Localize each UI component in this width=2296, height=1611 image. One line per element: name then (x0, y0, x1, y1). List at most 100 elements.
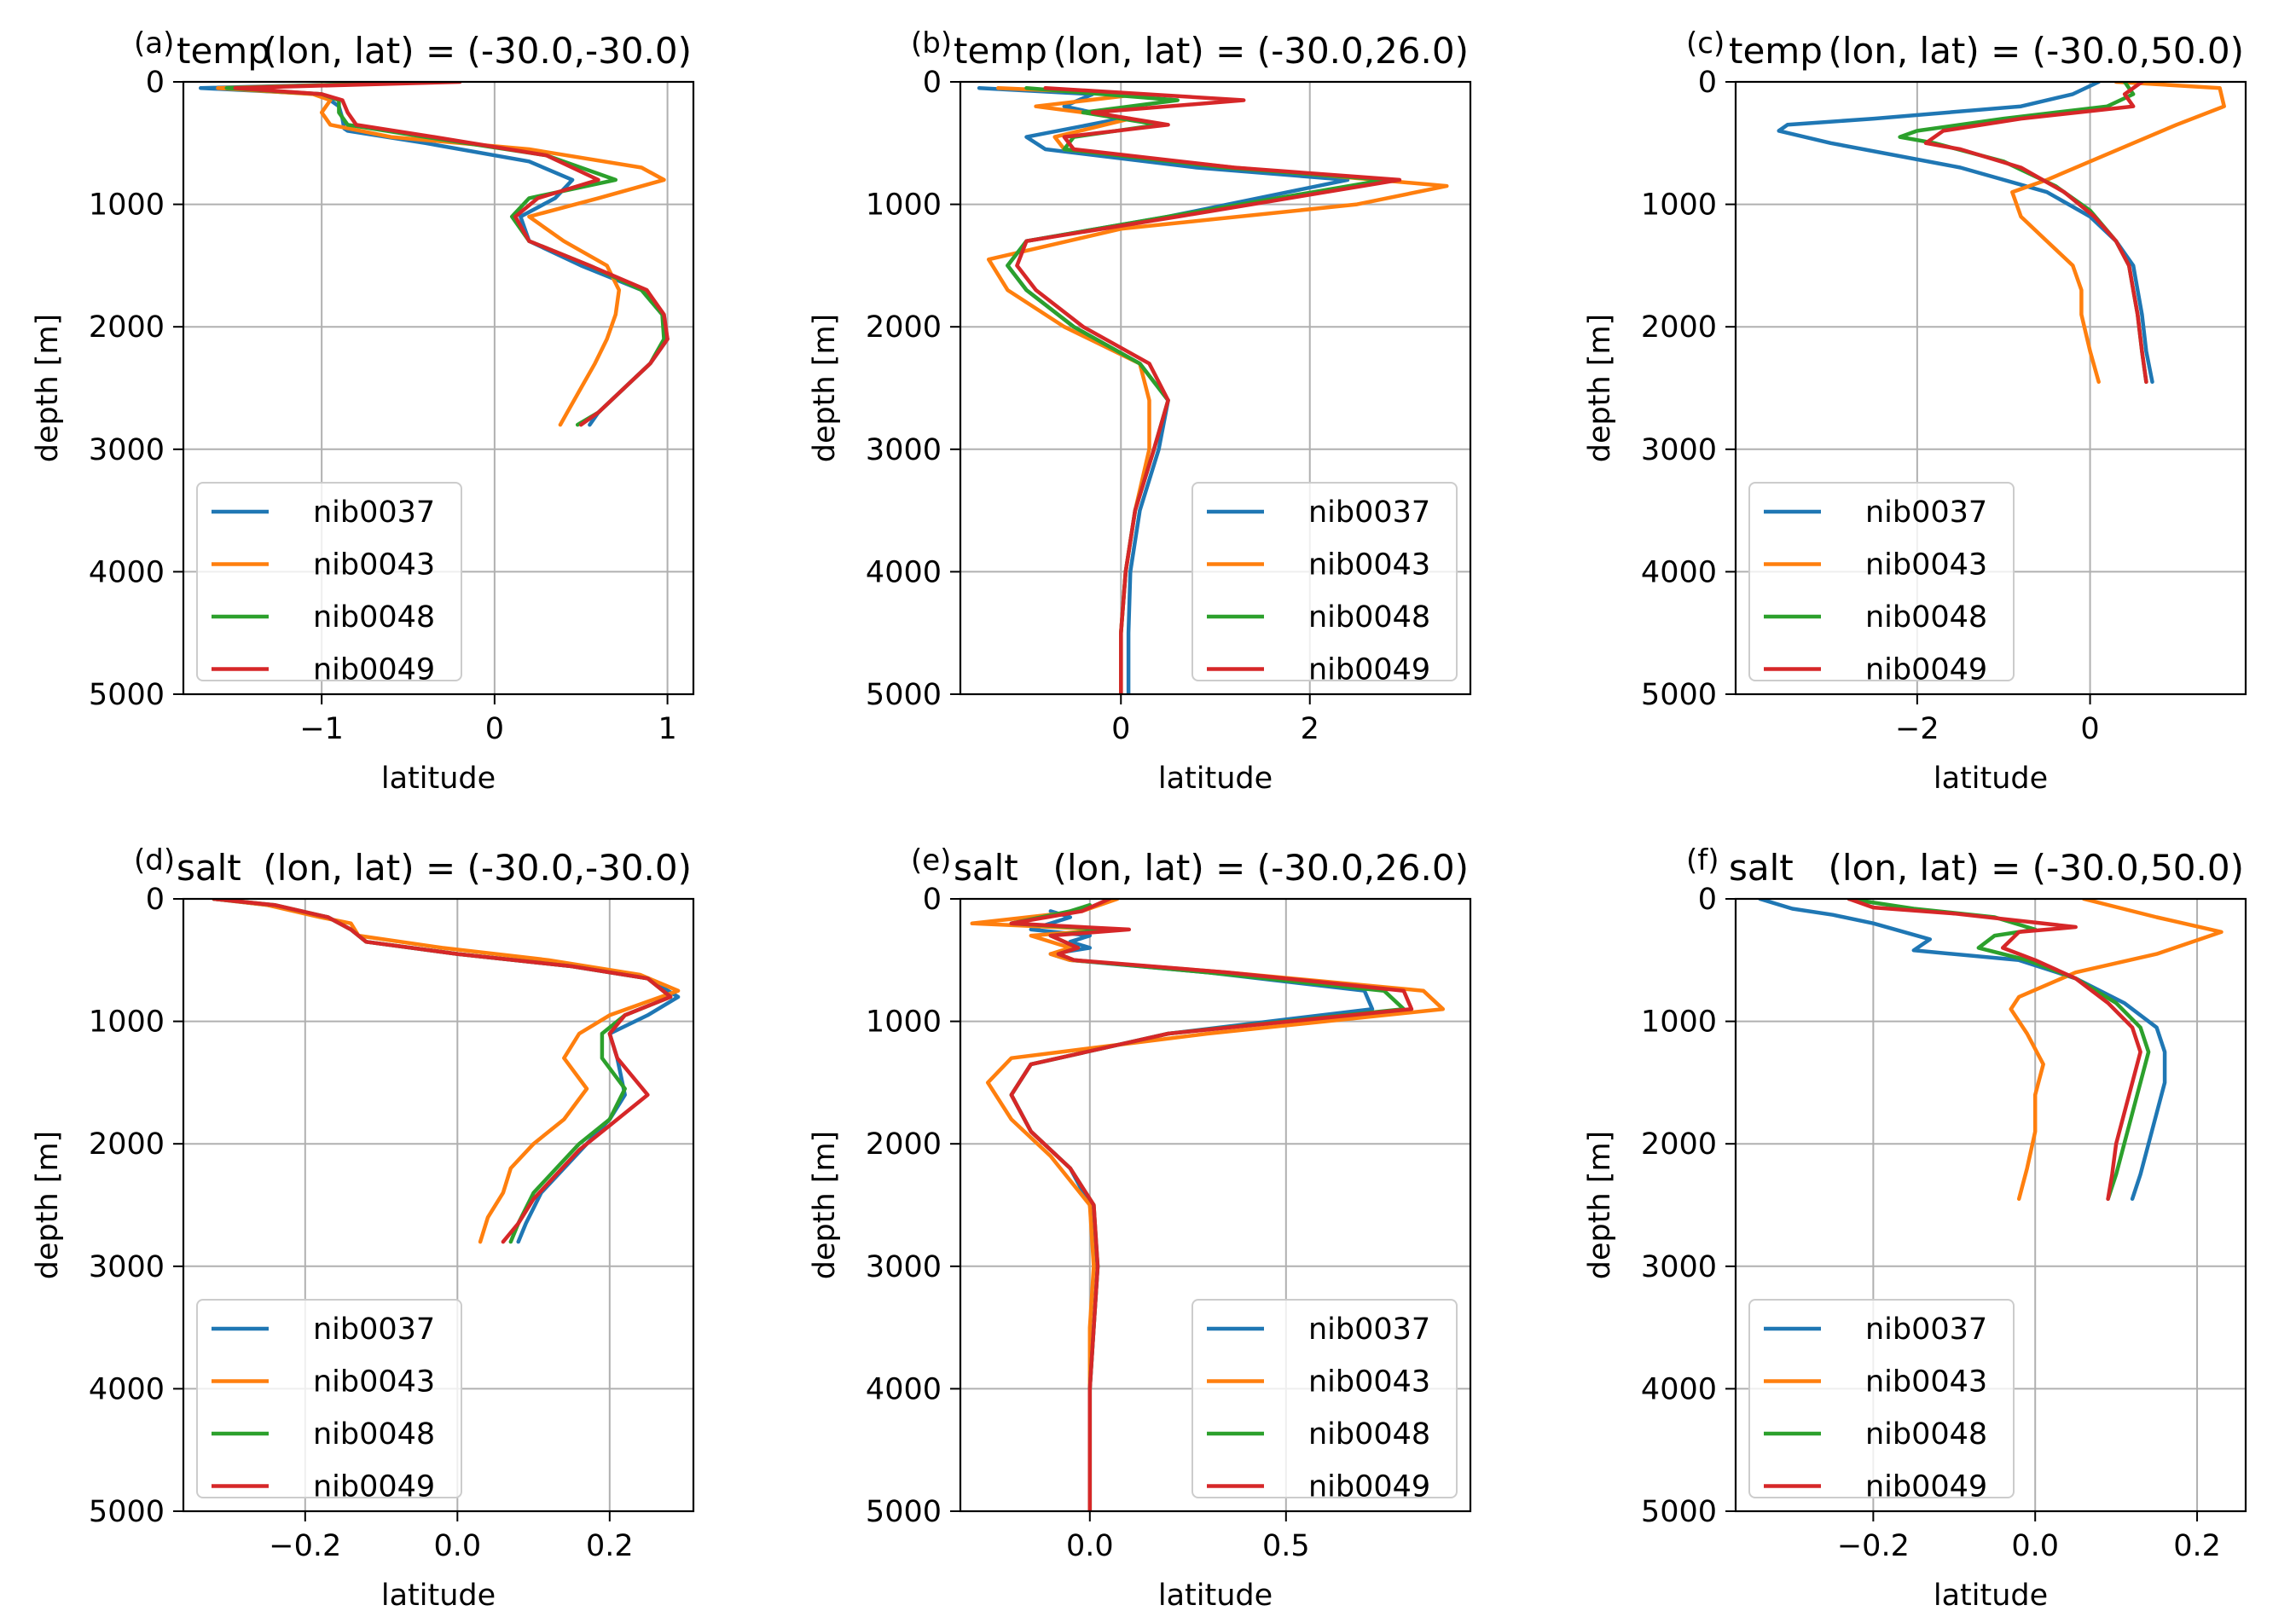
y-tick-label: 4000 (1641, 555, 1717, 589)
x-tick-label: 0 (1111, 712, 1130, 746)
legend-label-nib0049: nib0049 (1308, 653, 1430, 687)
legend-label-nib0043: nib0043 (313, 1365, 435, 1399)
panel-title: (lon, lat) = (-30.0,50.0) (1828, 847, 2244, 889)
x-axis-label: latitude (1934, 1579, 2048, 1611)
legend-label-nib0048: nib0048 (313, 600, 435, 635)
x-tick-label: 0.2 (2173, 1529, 2221, 1563)
series-line-nib0043 (212, 899, 681, 1244)
y-tick-label: 4000 (866, 555, 942, 589)
panel-e: 0.0 0.5 0 1000 2000 3000 4000 5000 latitude depth… (808, 843, 1472, 1611)
title-overlap: salt (954, 847, 1018, 889)
x-tick-label: −1 (299, 712, 344, 746)
y-tick-label: 1000 (866, 1005, 942, 1040)
y-tick-label: 5000 (866, 678, 942, 712)
series-line-nib0048 (1847, 899, 2151, 1202)
legend-label-nib0043: nib0043 (1865, 548, 1987, 582)
panel-title: (lon, lat) = (-30.0,26.0) (1052, 30, 1469, 72)
y-tick-label: 3000 (89, 1250, 165, 1284)
x-tick-label: 1 (658, 712, 676, 746)
legend-label-nib0043: nib0043 (313, 548, 435, 582)
panel-title: (lon, lat) = (-30.0,-30.0) (263, 847, 692, 889)
legend-label-nib0049: nib0049 (1865, 1470, 1987, 1504)
panel-c: −2 0 0 1000 2000 3000 4000 5000 latitude depth [m… (1583, 26, 2247, 796)
y-tick-label: 4000 (1641, 1372, 1717, 1406)
series-line-nib0043 (216, 82, 666, 427)
x-tick-label: 2 (1301, 712, 1319, 746)
title-overlap: temp (1729, 30, 1823, 72)
axes-frame (959, 897, 1472, 1513)
legend-label-nib0048: nib0048 (1865, 600, 1987, 635)
panel-d: −0.2 0.0 0.2 0 1000 2000 3000 4000 5000 latitude d… (31, 843, 695, 1611)
x-axis-label: latitude (1158, 762, 1273, 796)
y-tick-label: 5000 (89, 1495, 165, 1529)
axes-frame (182, 80, 695, 696)
legend: nib0037 nib0043 nib0048 nib0049 (1191, 1299, 1458, 1504)
panel-label: (b) (911, 26, 952, 61)
legend-frame (1191, 482, 1458, 681)
legend-label-nib0043: nib0043 (1865, 1365, 1987, 1399)
legend-label-nib0048: nib0048 (313, 1417, 435, 1452)
legend-frame (196, 1299, 462, 1498)
y-tick-label: 0 (1698, 66, 1717, 100)
axes-frame (1734, 897, 2247, 1513)
y-axis-label: depth [m] (808, 1131, 842, 1279)
series-line-nib0037 (199, 82, 670, 427)
y-tick-label: 5000 (89, 678, 165, 712)
series-line-nib0049 (1923, 82, 2148, 385)
legend-label-nib0037: nib0037 (1865, 1313, 1987, 1347)
y-tick-label: 2000 (89, 1127, 165, 1162)
legend-label-nib0037: nib0037 (1865, 495, 1987, 530)
series-line-nib0049 (1015, 85, 1402, 694)
y-tick-label: 3000 (1641, 433, 1717, 467)
title-overlap: salt (1729, 847, 1794, 889)
series-line-nib0049 (1847, 899, 2142, 1202)
legend-label-nib0037: nib0037 (1308, 1313, 1430, 1347)
y-tick-label: 2000 (866, 1127, 942, 1162)
y-tick-label: 4000 (866, 1372, 942, 1406)
legend-label-nib0037: nib0037 (313, 495, 435, 530)
series-line-nib0043 (2009, 899, 2224, 1202)
axes-frame (959, 80, 1472, 696)
y-axis-label: depth [m] (1583, 314, 1617, 462)
x-tick-label: 0 (2080, 712, 2099, 746)
y-tick-label: 5000 (866, 1495, 942, 1529)
y-axis-label: depth [m] (808, 314, 842, 462)
legend-label-nib0043: nib0043 (1308, 548, 1430, 582)
series-line-nib0037 (1758, 899, 2167, 1202)
title-overlap: salt (177, 847, 241, 889)
y-tick-label: 3000 (866, 1250, 942, 1284)
panel-label: (c) (1686, 26, 1725, 61)
y-tick-label: 1000 (1641, 188, 1717, 223)
series-line-nib0037 (1777, 82, 2154, 385)
legend: nib0037 nib0043 nib0048 nib0049 (1191, 482, 1458, 687)
x-axis-label: latitude (1934, 762, 2048, 796)
legend-label-nib0048: nib0048 (1865, 1417, 1987, 1452)
legend-label-nib0037: nib0037 (1308, 495, 1430, 530)
y-axis-label: depth [m] (31, 314, 65, 462)
panel-a: −1 0 1 0 1000 2000 3000 4000 5000 latitude depth [… (31, 26, 695, 796)
y-tick-label: 2000 (1641, 310, 1717, 345)
legend-label-nib0037: nib0037 (313, 1313, 435, 1347)
axes-frame (182, 897, 695, 1513)
legend: nib0037 nib0043 nib0048 nib0049 (196, 482, 462, 687)
panel-label: (f) (1686, 843, 1719, 878)
x-tick-label: 0.0 (1066, 1529, 1114, 1563)
y-axis-label: depth [m] (31, 1131, 65, 1279)
y-tick-label: 0 (923, 66, 942, 100)
series-line-nib0049 (233, 82, 670, 427)
legend-frame (196, 482, 462, 681)
y-tick-label: 1000 (866, 188, 942, 223)
axes-frame (1734, 80, 2247, 696)
y-tick-label: 2000 (1641, 1127, 1717, 1162)
x-tick-label: 0.0 (2011, 1529, 2059, 1563)
panel-label: (e) (911, 843, 951, 878)
y-tick-label: 4000 (89, 555, 165, 589)
x-tick-label: 0 (485, 712, 504, 746)
legend-label-nib0049: nib0049 (1865, 653, 1987, 687)
series-line-nib0049 (1009, 899, 1414, 1511)
panel-title: (lon, lat) = (-30.0,50.0) (1828, 30, 2244, 72)
series-line-nib0037 (212, 899, 681, 1244)
y-tick-label: 1000 (89, 188, 165, 223)
y-tick-label: 1000 (89, 1005, 165, 1040)
